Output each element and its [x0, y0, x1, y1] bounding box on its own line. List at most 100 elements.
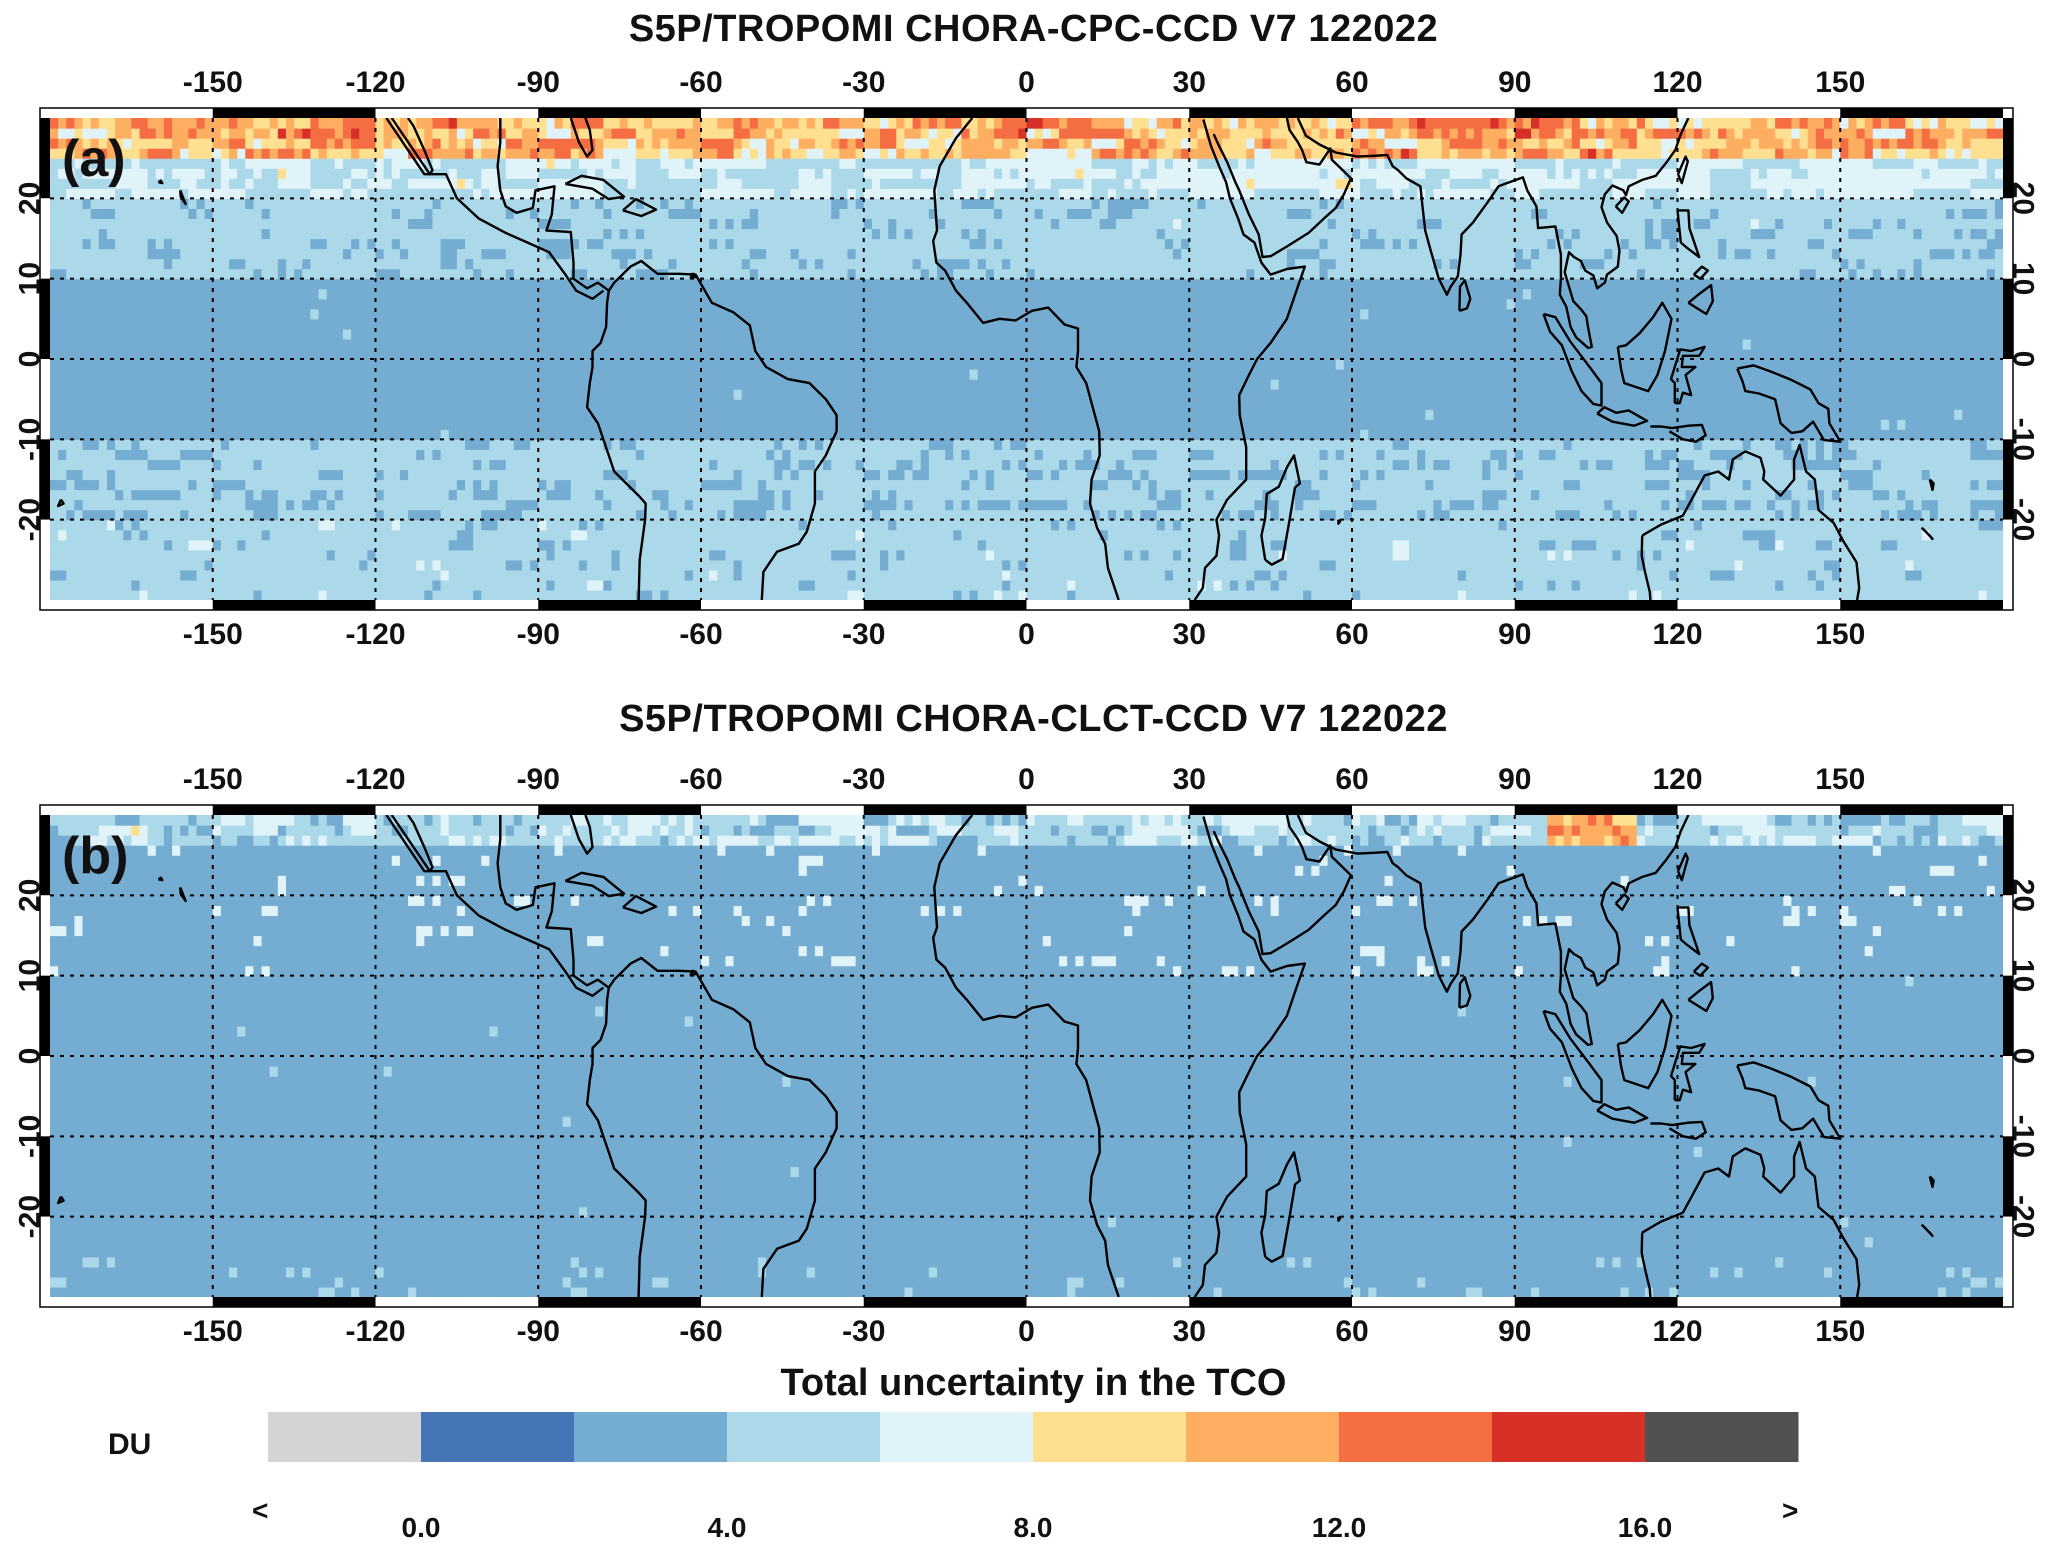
heatmap-cell — [375, 589, 385, 601]
heatmap-cell — [1140, 549, 1150, 561]
heatmap-cell — [847, 509, 857, 521]
heatmap-cell — [709, 409, 718, 420]
heatmap-cell — [790, 459, 800, 471]
heatmap-cell — [627, 549, 637, 561]
heatmap-cell — [456, 569, 466, 581]
heatmap-cell — [1783, 419, 1793, 430]
heatmap-cell — [896, 479, 906, 491]
heatmap-cell — [823, 549, 832, 561]
heatmap-cell — [1132, 489, 1142, 501]
heatmap-cell — [399, 569, 409, 581]
heatmap-cell — [1360, 559, 1369, 571]
heatmap-cell — [253, 529, 263, 541]
heatmap-cell — [1449, 549, 1459, 561]
heatmap-cell — [766, 429, 775, 440]
heatmap-cell — [1734, 539, 1744, 551]
heatmap-cell — [115, 399, 124, 410]
heatmap-cell — [1954, 419, 1963, 430]
heatmap-cell — [473, 459, 482, 471]
heatmap-cell — [603, 399, 613, 410]
heatmap-cell — [1799, 579, 1809, 591]
heatmap-cell — [1059, 469, 1068, 481]
heatmap-cell — [961, 519, 971, 531]
heatmap-cell — [1075, 569, 1085, 581]
heatmap-cell — [1164, 439, 1174, 450]
heatmap-cell — [448, 489, 458, 501]
heatmap-cell — [1571, 499, 1581, 511]
heatmap-cell — [489, 449, 499, 461]
heatmap-cell — [1010, 579, 1019, 591]
heatmap-cell — [953, 479, 962, 491]
heatmap-cell — [465, 499, 474, 511]
heatmap-cell — [1644, 479, 1654, 491]
heatmap-cell — [155, 499, 165, 511]
heatmap-cell — [1897, 499, 1906, 511]
heatmap-cell — [961, 529, 971, 541]
heatmap-cell — [1669, 559, 1679, 571]
heatmap-cell — [668, 549, 678, 561]
heatmap-cell — [1832, 459, 1841, 471]
heatmap-cell — [1604, 559, 1613, 571]
heatmap-cell — [1620, 589, 1630, 601]
heatmap-cell — [546, 449, 556, 461]
heatmap-cell — [1522, 589, 1532, 601]
heatmap-cell — [302, 409, 311, 420]
heatmap-cell — [131, 589, 141, 601]
heatmap-cell — [709, 439, 718, 450]
heatmap-cell — [1197, 409, 1207, 420]
heatmap-cell — [1295, 429, 1304, 440]
heatmap-cell — [481, 569, 491, 581]
heatmap-cell — [546, 569, 556, 581]
heatmap-cell — [1360, 579, 1369, 591]
heatmap-cell — [904, 499, 914, 511]
heatmap-cell — [204, 429, 214, 440]
heatmap-cell — [1099, 589, 1109, 601]
heatmap-cell — [1522, 509, 1532, 521]
heatmap-cell — [595, 539, 604, 551]
heatmap-cell — [1791, 399, 1801, 410]
heatmap-cell — [1376, 579, 1386, 591]
heatmap-cell — [1205, 469, 1215, 481]
heatmap-cell — [1417, 429, 1426, 440]
heatmap-cell — [1441, 449, 1451, 461]
heatmap-cell — [359, 399, 368, 410]
heatmap-cell — [432, 539, 442, 551]
heatmap-cell — [513, 589, 523, 601]
heatmap-cell — [1986, 529, 1996, 541]
heatmap-cell — [888, 529, 897, 541]
heatmap-cell — [58, 579, 67, 591]
heatmap-cell — [1571, 529, 1581, 541]
heatmap-cell — [725, 519, 735, 531]
heatmap-cell — [1506, 439, 1516, 450]
heatmap-cell — [1172, 539, 1182, 551]
heatmap-cell — [229, 519, 238, 531]
heatmap-cell — [1181, 469, 1190, 481]
heatmap-cell — [50, 429, 59, 440]
heatmap-cell — [1132, 479, 1142, 491]
heatmap-cell — [1531, 489, 1540, 501]
heatmap-cell — [58, 469, 67, 481]
heatmap-cell — [1758, 569, 1768, 581]
heatmap-cell — [1099, 449, 1109, 461]
heatmap-cell — [1628, 429, 1638, 440]
heatmap-cell — [229, 459, 238, 471]
heatmap-cell — [147, 459, 157, 471]
heatmap-cell — [147, 479, 157, 491]
heatmap-cell — [945, 469, 954, 481]
heatmap-cell — [318, 569, 328, 581]
heatmap-cell — [945, 529, 954, 541]
heatmap-cell — [1384, 469, 1394, 481]
heatmap-cell — [351, 469, 360, 481]
heatmap-cell — [871, 499, 881, 511]
heatmap-cell — [1653, 439, 1662, 450]
heatmap-cell — [741, 579, 751, 591]
heatmap-cell — [367, 449, 377, 461]
heatmap-cell — [1107, 539, 1117, 551]
heatmap-cell — [530, 439, 539, 450]
heatmap-cell — [285, 539, 295, 551]
heatmap-cell — [98, 469, 108, 481]
heatmap-cell — [513, 539, 523, 551]
heatmap-cell — [220, 389, 230, 400]
heatmap-cell — [1701, 539, 1711, 551]
heatmap-cell — [570, 529, 580, 541]
